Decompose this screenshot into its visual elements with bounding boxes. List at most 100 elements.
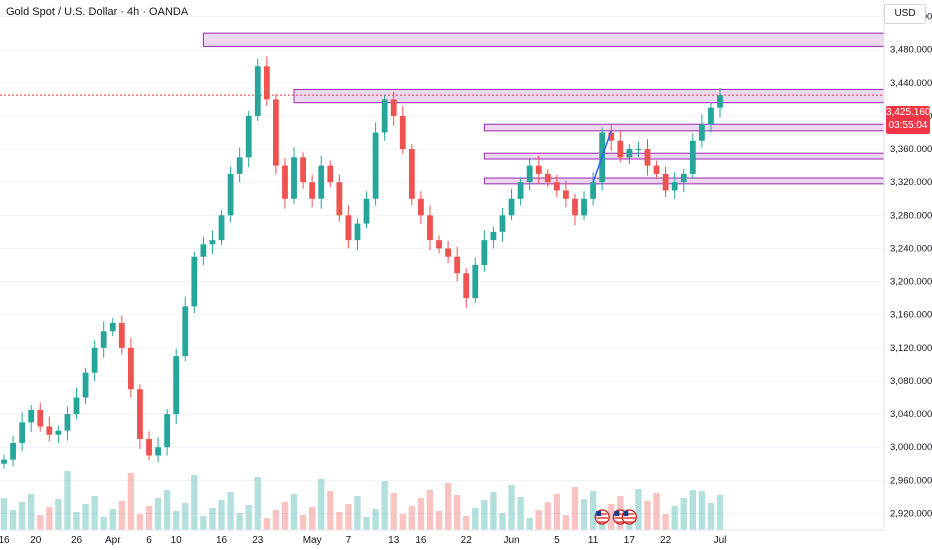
volume-bar: [680, 498, 687, 530]
volume-bar: [109, 509, 116, 530]
volume-bar: [653, 493, 660, 530]
candle-body: [472, 265, 479, 299]
x-tick-label: 16: [216, 535, 228, 546]
volume-bar: [517, 497, 524, 530]
candle-body: [644, 149, 651, 166]
volume-bar: [73, 512, 80, 530]
candle-body: [254, 66, 261, 116]
us-flag-event-icon[interactable]: [594, 509, 610, 525]
y-tick-label: 3,120.000: [890, 343, 932, 354]
event-markers[interactable]: [594, 509, 637, 525]
volume-bar: [689, 490, 696, 530]
candle-body: [109, 322, 116, 332]
volume-bar: [363, 517, 370, 530]
volume-bar: [64, 471, 71, 530]
x-tick-label: 17: [624, 535, 636, 546]
candle-body: [55, 430, 62, 435]
candle-body: [37, 409, 44, 427]
resistance-zone[interactable]: [483, 152, 885, 160]
candle-body: [517, 182, 524, 199]
candle-body: [535, 165, 542, 174]
candle-body: [490, 231, 497, 241]
volume-bar: [435, 511, 443, 530]
candle-body: [209, 240, 216, 245]
candle-body: [508, 198, 515, 216]
volume-bar: [37, 515, 44, 530]
volume-bar: [100, 517, 107, 530]
trendline[interactable]: [592, 130, 612, 183]
candle-body: [236, 157, 243, 174]
candle-body: [291, 157, 297, 199]
candle-body: [137, 389, 143, 439]
time-axis[interactable]: 16 20 26 Apr 6 10 16 23 May 7 13 16 22 Jun 5 11 17 22 Jul: [0, 535, 726, 546]
volume-bar: [173, 511, 180, 530]
volume-bar: [535, 510, 542, 530]
x-tick-label: 20: [30, 535, 42, 546]
volume-bar: [698, 491, 706, 530]
candle-body: [680, 173, 687, 183]
volume-bar: [46, 507, 53, 530]
y-tick-label: 2,920.000: [890, 508, 932, 519]
volume-bar: [644, 501, 651, 530]
volume-bar: [299, 515, 307, 530]
price-axis[interactable]: 3,520.0003,480.0003,440.0003,400.0003,36…: [890, 12, 932, 520]
x-tick-label: 16: [415, 535, 427, 546]
volume-bar: [608, 504, 615, 530]
candle-body: [91, 347, 98, 373]
candle-body: [345, 215, 352, 241]
x-tick-label: 11: [588, 535, 599, 546]
volume-bar: [499, 513, 506, 530]
candle-body: [309, 182, 316, 199]
volume-bar: [336, 512, 343, 530]
candle-body: [182, 306, 189, 357]
y-tick-label: 3,360.000: [890, 144, 932, 155]
candle-body: [155, 447, 161, 456]
candlesticks[interactable]: [1, 56, 723, 469]
us-flag-event-icon[interactable]: [621, 509, 637, 525]
candle-body: [118, 322, 125, 348]
x-tick-label: 6: [146, 535, 152, 546]
y-tick-label: 2,960.000: [890, 475, 932, 486]
candle-body: [100, 331, 107, 348]
candle-body: [146, 438, 152, 456]
volume-bar: [707, 503, 715, 530]
candle-body: [127, 347, 134, 390]
candle-body: [689, 140, 696, 174]
candle-body: [671, 182, 678, 191]
volume-bar: [671, 506, 678, 530]
candle-body: [526, 165, 533, 183]
volume-bar: [426, 490, 434, 530]
candle-body: [1, 459, 7, 464]
candle-body: [10, 443, 16, 460]
resistance-zone[interactable]: [483, 123, 885, 132]
volume-bar: [417, 498, 425, 530]
x-tick-label: Apr: [105, 535, 121, 546]
candle-body: [617, 140, 624, 158]
volume-bar: [372, 509, 379, 530]
y-tick-label: 3,280.000: [890, 210, 932, 221]
currency-button[interactable]: USD: [884, 4, 926, 24]
volume-bar: [327, 491, 334, 530]
candle-body: [463, 273, 470, 299]
candle-body: [28, 409, 35, 423]
candle-body: [245, 115, 252, 158]
resistance-zone[interactable]: [202, 32, 885, 47]
volume-bar: [191, 475, 198, 530]
candle-body: [698, 124, 705, 141]
candle-body: [427, 215, 433, 241]
x-tick-label: Jun: [503, 535, 519, 546]
candle-body: [300, 157, 306, 183]
volume-bar: [662, 514, 669, 530]
y-tick-label: 3,160.000: [890, 310, 932, 321]
x-tick-label: 23: [252, 535, 264, 546]
volume-bar: [9, 510, 17, 530]
x-tick-label: 26: [71, 535, 83, 546]
candle-body: [544, 173, 551, 183]
volume-bar: [589, 491, 597, 530]
x-tick-label: Jul: [714, 535, 727, 546]
x-tick-label: May: [303, 535, 322, 546]
candle-body: [363, 198, 370, 224]
candle-body: [191, 256, 198, 307]
volume-bar: [308, 507, 316, 530]
